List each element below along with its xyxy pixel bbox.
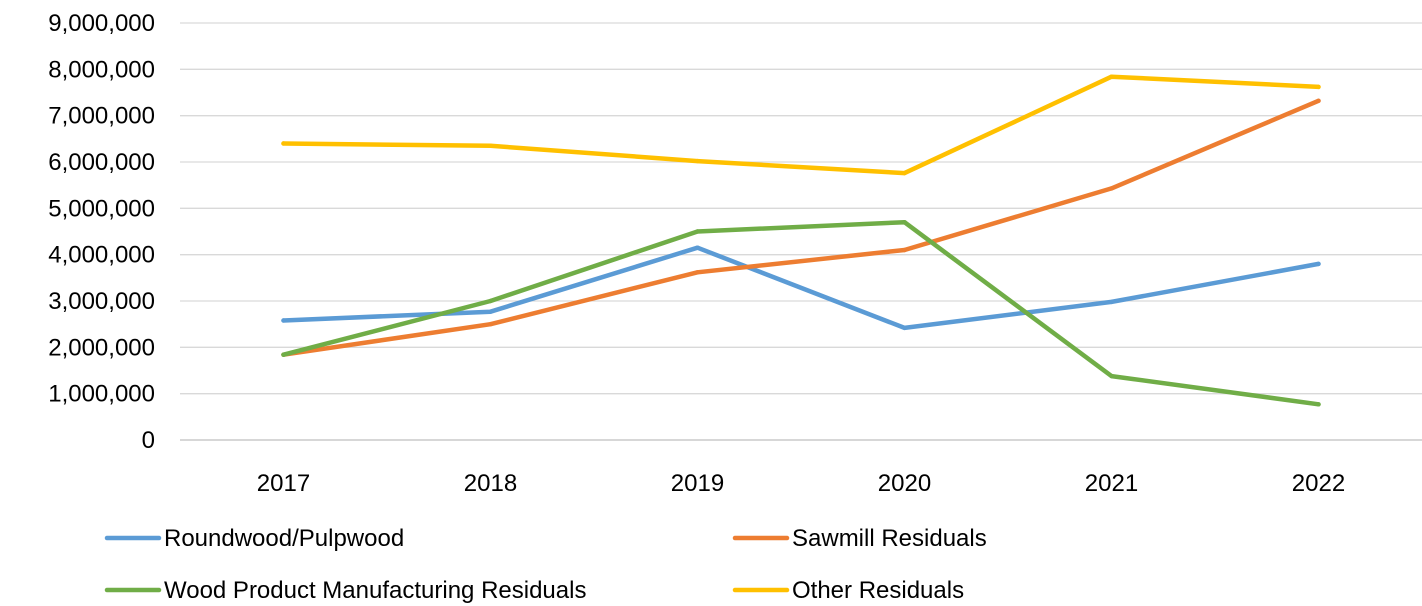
x-tick-label: 2017 (257, 470, 310, 497)
y-tick-label: 5,000,000 (48, 195, 155, 222)
data-point-other-residuals (488, 143, 493, 148)
legend-label: Roundwood/Pulpwood (164, 525, 404, 552)
x-tick-label: 2020 (878, 470, 931, 497)
legend-label: Wood Product Manufacturing Residuals (164, 577, 586, 604)
x-tick-label: 2018 (464, 470, 517, 497)
data-point-other-residuals (1316, 84, 1321, 90)
data-point-wood-product-manufacturing-residuals (902, 220, 907, 225)
legend: Roundwood/Pulpwood Sawmill Residuals Wood … (104, 525, 987, 604)
data-point-wood-product-manufacturing-residuals (1109, 373, 1114, 379)
data-point-other-residuals (902, 170, 907, 176)
data-point-wood-product-manufacturing-residuals (1316, 402, 1321, 407)
series-line-roundwood-pulpwood (281, 245, 1321, 331)
data-point-wood-product-manufacturing-residuals (281, 352, 286, 357)
legend-item-wood-product-manufacturing-residuals: Wood Product Manufacturing Residuals (104, 577, 586, 604)
data-point-sawmill-residuals (1109, 186, 1114, 191)
data-point-sawmill-residuals (1316, 98, 1321, 104)
series-lines (281, 74, 1321, 407)
series-line-other-residuals (281, 74, 1321, 176)
data-point-other-residuals (281, 141, 286, 146)
data-point-roundwood-pulpwood (902, 325, 907, 331)
x-axis-tick-labels: 2017 2018 2019 2020 2021 2022 (257, 470, 1345, 497)
y-tick-label: 3,000,000 (48, 288, 155, 315)
y-tick-label: 1,000,000 (48, 381, 155, 408)
y-tick-label: 6,000,000 (48, 149, 155, 176)
data-point-wood-product-manufacturing-residuals (695, 229, 700, 234)
y-tick-label: 7,000,000 (48, 103, 155, 130)
x-tick-label: 2019 (671, 470, 724, 497)
data-point-roundwood-pulpwood (488, 309, 493, 314)
legend-label: Sawmill Residuals (792, 525, 987, 552)
data-point-other-residuals (695, 158, 700, 164)
data-point-other-residuals (1109, 74, 1114, 79)
y-tick-label: 9,000,000 (48, 10, 155, 37)
data-point-sawmill-residuals (902, 247, 907, 253)
legend-item-roundwood-pulpwood: Roundwood/Pulpwood (104, 525, 404, 552)
data-point-roundwood-pulpwood (281, 318, 286, 323)
data-point-sawmill-residuals (695, 270, 700, 275)
legend-item-sawmill-residuals: Sawmill Residuals (732, 525, 987, 552)
x-tick-label: 2022 (1292, 470, 1345, 497)
legend-label: Other Residuals (792, 577, 964, 604)
y-tick-label: 2,000,000 (48, 334, 155, 361)
series-line-wood-product-manufacturing-residuals (281, 219, 1321, 407)
legend-item-other-residuals: Other Residuals (732, 577, 964, 604)
y-tick-label: 4,000,000 (48, 242, 155, 269)
x-tick-label: 2021 (1085, 470, 1138, 497)
series-line-sawmill-residuals (281, 98, 1321, 357)
data-point-sawmill-residuals (488, 321, 493, 327)
y-axis-tick-labels: 0 1,000,000 2,000,000 3,000,000 4,000,000 5,0… (48, 10, 155, 454)
data-point-wood-product-manufacturing-residuals (488, 298, 493, 304)
data-point-roundwood-pulpwood (695, 245, 700, 250)
y-tick-label: 8,000,000 (48, 56, 155, 83)
y-tick-label: 0 (142, 427, 155, 454)
data-point-roundwood-pulpwood (1316, 261, 1321, 267)
data-point-roundwood-pulpwood (1109, 299, 1114, 305)
gridlines (180, 22, 1422, 441)
